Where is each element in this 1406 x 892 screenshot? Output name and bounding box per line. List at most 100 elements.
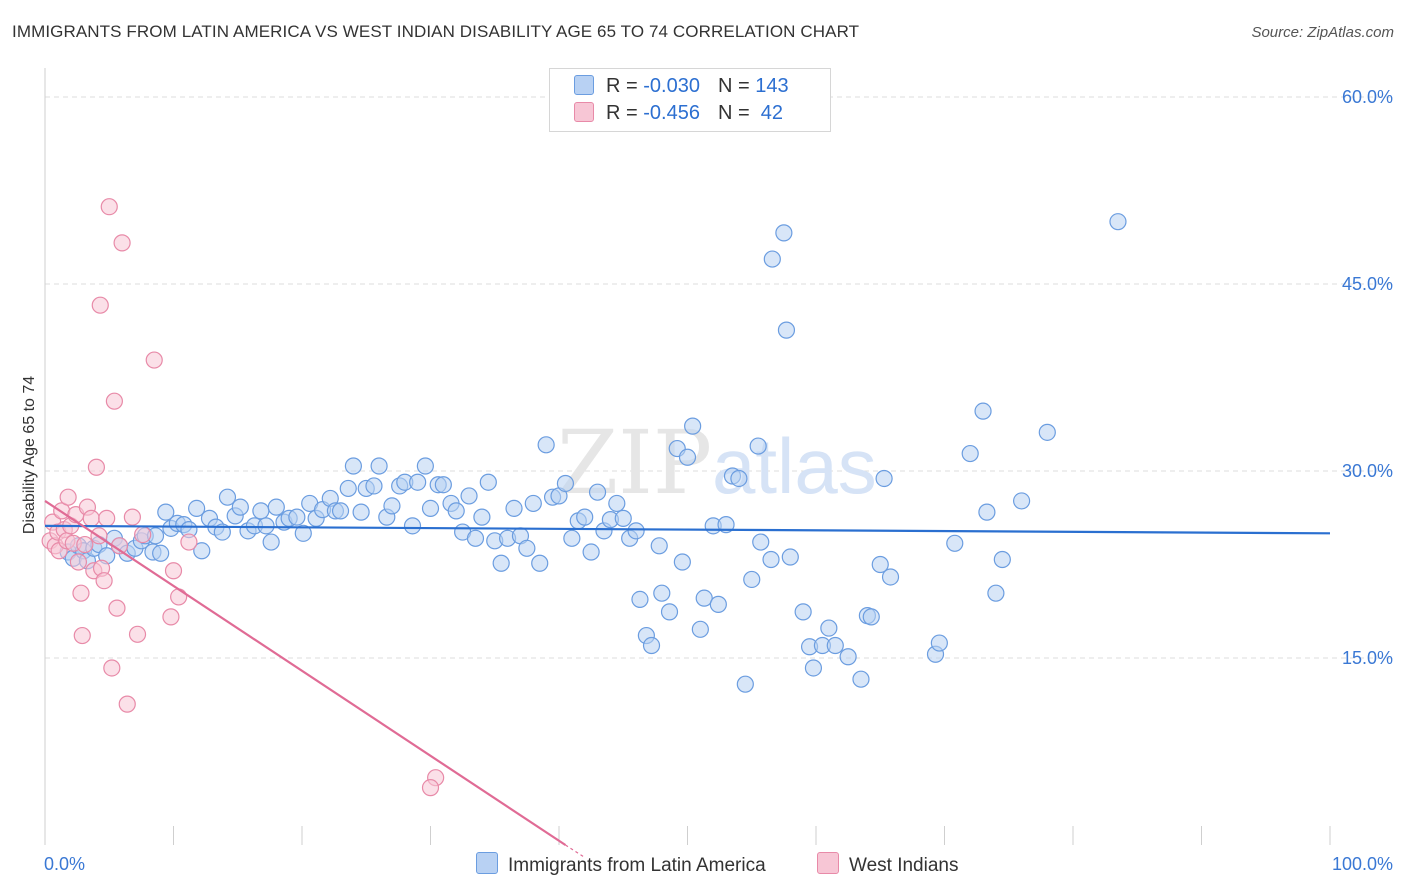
data-point-latin-america [193, 542, 211, 560]
legend-swatch-blue [574, 75, 594, 95]
bottom-legend-label: Immigrants from Latin America [508, 855, 766, 876]
legend-row-west-indians: R = -0.456 N = 42 [574, 102, 783, 125]
data-point-latin-america [660, 603, 679, 621]
data-point-latin-america [252, 502, 270, 520]
trend-line-west-indians-extension [565, 844, 586, 858]
data-point-west-indians [180, 533, 198, 551]
data-point-latin-america [152, 544, 170, 562]
data-point-latin-america [331, 502, 350, 520]
data-point-west-indians [69, 553, 88, 571]
data-point-west-indians [170, 588, 188, 606]
data-point-latin-america [631, 590, 649, 609]
data-point-latin-america [684, 417, 702, 435]
data-point-latin-america [946, 534, 964, 552]
bottom-legend-swatch-pink [817, 852, 839, 874]
watermark-atlas: atlas [712, 422, 877, 510]
bottom-legend-latin-america: Immigrants from Latin America [476, 852, 766, 877]
data-point-west-indians [145, 351, 163, 369]
legend-n-label: N = [717, 75, 756, 97]
data-point-latin-america [231, 498, 249, 516]
data-point-latin-america [614, 509, 632, 527]
data-point-latin-america [852, 670, 870, 688]
data-point-latin-america [563, 529, 581, 547]
data-point-latin-america [777, 321, 796, 339]
data-point-latin-america [383, 497, 401, 515]
data-point-west-indians [108, 599, 126, 617]
data-point-latin-america [762, 550, 780, 569]
data-point-latin-america [339, 479, 357, 498]
data-point-latin-america [421, 499, 440, 517]
data-point-latin-america [344, 457, 362, 475]
data-point-latin-america [794, 603, 812, 621]
data-point-latin-america [524, 494, 542, 513]
data-point-latin-america [678, 448, 697, 466]
data-point-latin-america [218, 488, 237, 506]
data-point-latin-america [974, 402, 992, 420]
data-point-latin-america [447, 502, 465, 520]
data-point-latin-america [673, 553, 691, 571]
data-point-latin-america [352, 503, 370, 521]
data-point-latin-america [993, 550, 1011, 569]
data-point-west-indians [72, 584, 90, 602]
bottom-legend-west-indians: West Indians [817, 852, 958, 877]
data-point-latin-america [531, 554, 549, 572]
legend-r-value: -0.030 [643, 75, 700, 97]
data-point-latin-america [978, 503, 996, 521]
data-point-latin-america [505, 499, 523, 517]
data-point-latin-america [257, 517, 275, 535]
legend-swatch-pink [574, 102, 594, 122]
data-point-west-indians [95, 572, 113, 590]
data-point-latin-america [370, 457, 388, 475]
data-point-latin-america [188, 499, 206, 517]
data-point-west-indians [100, 198, 118, 216]
data-point-latin-america [826, 636, 844, 655]
data-point-latin-america [518, 539, 536, 557]
data-point-latin-america [537, 436, 555, 454]
stats-legend: R = -0.030 N = 143 R = -0.456 N = 42 [549, 68, 831, 132]
data-point-latin-america [213, 523, 231, 541]
data-point-latin-america [653, 584, 671, 602]
data-point-latin-america [709, 595, 727, 613]
data-point-latin-america [642, 636, 661, 655]
data-point-west-indians [82, 509, 100, 527]
data-point-latin-america [157, 503, 175, 521]
legend-r-label: R = [606, 102, 644, 124]
data-point-west-indians [162, 608, 180, 626]
data-point-latin-america [1109, 213, 1127, 231]
data-point-west-indians [164, 562, 183, 580]
data-point-latin-america [365, 477, 383, 495]
legend-n-label: N = [717, 102, 756, 124]
data-point-west-indians [91, 296, 109, 314]
data-point-latin-america [1012, 492, 1031, 510]
data-point-latin-america [752, 533, 770, 551]
data-point-latin-america [1038, 423, 1056, 441]
data-point-latin-america [781, 548, 799, 566]
data-point-latin-america [460, 487, 478, 505]
data-point-latin-america [588, 483, 607, 501]
chart-title: IMMIGRANTS FROM LATIN AMERICA VS WEST IN… [12, 22, 860, 41]
data-point-latin-america [839, 648, 857, 666]
data-point-latin-america [267, 498, 285, 516]
data-point-west-indians [118, 695, 136, 713]
y-tick-label: 30.0% [1342, 461, 1393, 481]
data-point-latin-america [576, 508, 594, 526]
data-point-west-indians [98, 509, 116, 527]
bottom-legend-label: West Indians [849, 855, 959, 876]
data-point-latin-america [871, 555, 889, 574]
data-point-latin-america [434, 476, 452, 494]
legend-row-latin-america: R = -0.030 N = 143 [574, 75, 789, 98]
y-tick-label: 60.0% [1342, 87, 1393, 107]
points-layer [41, 198, 1127, 797]
data-point-latin-america [473, 508, 491, 526]
data-point-latin-america [556, 474, 575, 493]
legend-n-value: 42 [755, 102, 784, 124]
data-point-latin-america [492, 554, 510, 572]
data-point-west-indians [103, 659, 121, 677]
data-point-latin-america [749, 437, 767, 455]
data-point-latin-america [730, 469, 748, 488]
source-label: Source: ZipAtlas.com [1251, 24, 1394, 41]
trend-layer [44, 500, 1331, 858]
data-point-latin-america [875, 469, 893, 488]
legend-n-value: 143 [755, 75, 789, 97]
